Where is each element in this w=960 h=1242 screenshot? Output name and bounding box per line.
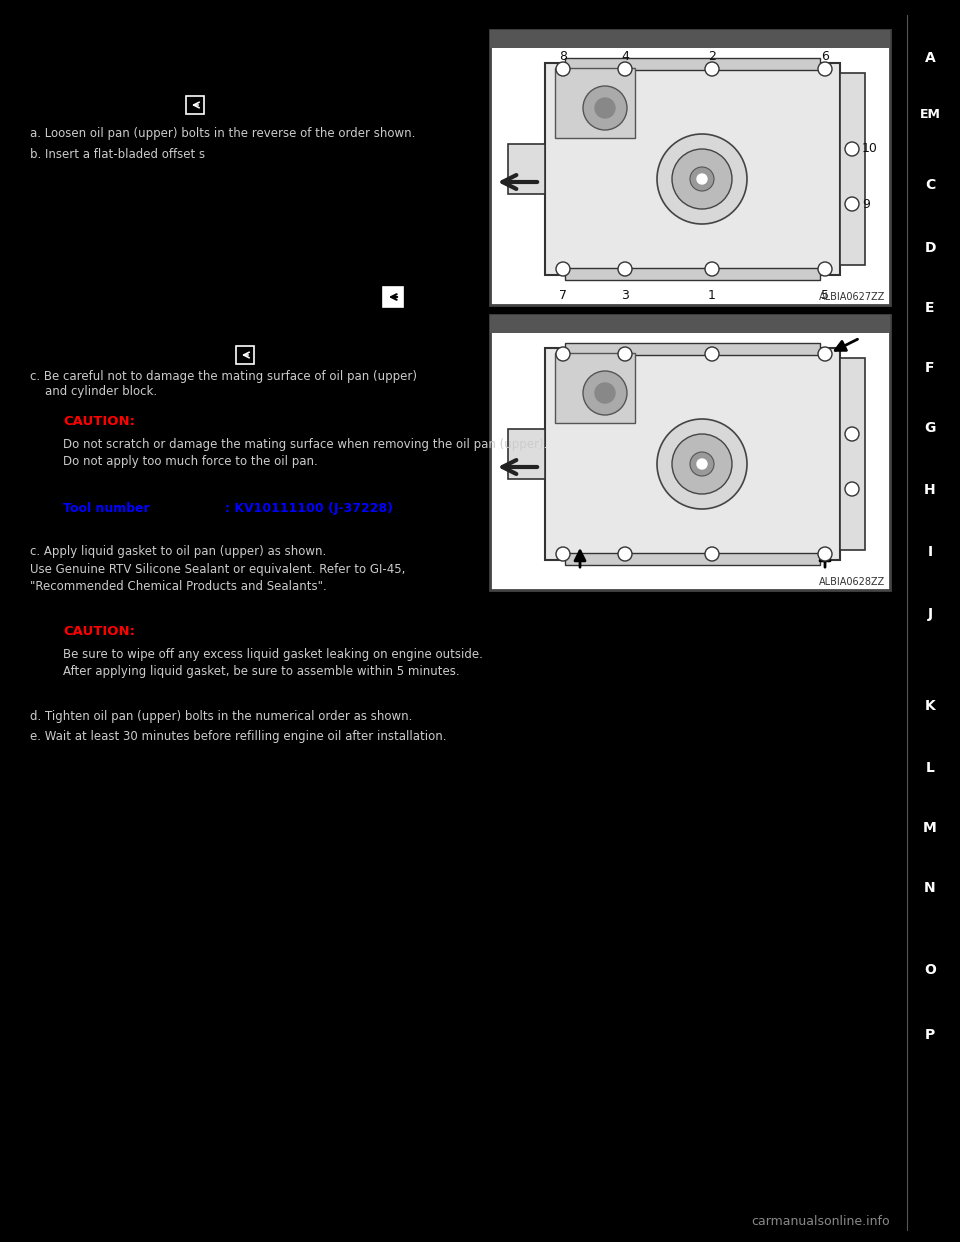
- Bar: [490, 30, 890, 306]
- Circle shape: [845, 482, 859, 496]
- Bar: [565, 343, 820, 355]
- FancyBboxPatch shape: [186, 96, 204, 114]
- Circle shape: [705, 262, 719, 276]
- Text: H: H: [924, 483, 936, 497]
- Text: After applying liquid gasket, be sure to assemble within 5 minutes.: After applying liquid gasket, be sure to…: [63, 664, 460, 678]
- Text: 4: 4: [621, 50, 629, 63]
- Circle shape: [705, 347, 719, 361]
- Text: 7: 7: [559, 289, 567, 302]
- Circle shape: [583, 371, 627, 415]
- Text: 8: 8: [559, 50, 567, 63]
- Text: carmanualsonline.info: carmanualsonline.info: [752, 1215, 890, 1228]
- Circle shape: [595, 383, 615, 402]
- Circle shape: [672, 433, 732, 494]
- Text: CAUTION:: CAUTION:: [63, 415, 135, 428]
- Bar: [565, 268, 820, 279]
- Bar: [508, 428, 545, 479]
- Circle shape: [697, 460, 707, 469]
- Circle shape: [618, 546, 632, 561]
- Circle shape: [690, 166, 714, 191]
- Circle shape: [818, 546, 832, 561]
- Text: b. Insert a flat-bladed offset s: b. Insert a flat-bladed offset s: [30, 148, 205, 161]
- Circle shape: [618, 262, 632, 276]
- Bar: [555, 68, 635, 138]
- Circle shape: [595, 98, 615, 118]
- Text: F: F: [925, 361, 935, 375]
- Text: A: A: [924, 51, 935, 65]
- Circle shape: [818, 347, 832, 361]
- Text: M: M: [924, 821, 937, 835]
- Text: e. Wait at least 30 minutes before refilling engine oil after installation.: e. Wait at least 30 minutes before refil…: [30, 730, 446, 743]
- Text: I: I: [927, 545, 932, 559]
- Circle shape: [583, 86, 627, 130]
- Circle shape: [818, 62, 832, 76]
- Text: c. Apply liquid gasket to oil pan (upper) as shown.: c. Apply liquid gasket to oil pan (upper…: [30, 545, 326, 558]
- Bar: [490, 30, 890, 48]
- Text: CAUTION:: CAUTION:: [63, 625, 135, 638]
- Circle shape: [697, 174, 707, 184]
- Circle shape: [618, 347, 632, 361]
- Text: Do not scratch or damage the mating surface when removing the oil pan (upper).: Do not scratch or damage the mating surf…: [63, 438, 547, 451]
- Text: 10: 10: [862, 143, 877, 155]
- Text: N: N: [924, 881, 936, 895]
- Bar: [840, 73, 865, 265]
- Bar: [490, 315, 890, 590]
- Text: G: G: [924, 421, 936, 435]
- Circle shape: [705, 546, 719, 561]
- Circle shape: [556, 347, 570, 361]
- Bar: [565, 58, 820, 70]
- Text: and cylinder block.: and cylinder block.: [30, 385, 157, 397]
- Text: ALBIA0628ZZ: ALBIA0628ZZ: [819, 578, 885, 587]
- Text: Be sure to wipe off any excess liquid gasket leaking on engine outside.: Be sure to wipe off any excess liquid ga…: [63, 648, 483, 661]
- Text: P: P: [924, 1028, 935, 1042]
- Bar: [555, 353, 635, 424]
- Text: 2: 2: [708, 50, 716, 63]
- Text: C: C: [924, 178, 935, 193]
- Circle shape: [657, 134, 747, 224]
- Text: L: L: [925, 761, 934, 775]
- Bar: [508, 144, 545, 194]
- Bar: [545, 348, 840, 560]
- Circle shape: [705, 62, 719, 76]
- FancyBboxPatch shape: [236, 347, 254, 364]
- FancyBboxPatch shape: [383, 287, 403, 307]
- Text: O: O: [924, 963, 936, 977]
- Text: ALBIA0627ZZ: ALBIA0627ZZ: [819, 292, 885, 302]
- Bar: [490, 315, 890, 333]
- Text: c. Be careful not to damage the mating surface of oil pan (upper): c. Be careful not to damage the mating s…: [30, 370, 417, 383]
- Text: K: K: [924, 699, 935, 713]
- Text: E: E: [925, 301, 935, 315]
- Text: J: J: [927, 607, 932, 621]
- Circle shape: [556, 546, 570, 561]
- Text: 3: 3: [621, 289, 629, 302]
- Circle shape: [845, 142, 859, 156]
- Bar: [545, 63, 840, 274]
- Text: 9: 9: [862, 197, 870, 210]
- Circle shape: [657, 419, 747, 509]
- Circle shape: [845, 197, 859, 211]
- Circle shape: [690, 452, 714, 476]
- Text: Tool number: Tool number: [63, 502, 150, 515]
- Bar: [565, 553, 820, 565]
- Text: : KV10111100 (J-37228): : KV10111100 (J-37228): [225, 502, 393, 515]
- Text: a. Loosen oil pan (upper) bolts in the reverse of the order shown.: a. Loosen oil pan (upper) bolts in the r…: [30, 127, 416, 140]
- Text: 5: 5: [821, 289, 829, 302]
- Circle shape: [618, 62, 632, 76]
- Text: 1: 1: [708, 289, 716, 302]
- Bar: [840, 358, 865, 550]
- Text: EM: EM: [920, 108, 941, 122]
- Text: Do not apply too much force to the oil pan.: Do not apply too much force to the oil p…: [63, 455, 318, 468]
- Circle shape: [556, 62, 570, 76]
- Circle shape: [845, 427, 859, 441]
- Text: Use Genuine RTV Silicone Sealant or equivalent. Refer to GI-45,: Use Genuine RTV Silicone Sealant or equi…: [30, 563, 405, 576]
- Text: 6: 6: [821, 50, 828, 63]
- Circle shape: [818, 262, 832, 276]
- Circle shape: [556, 262, 570, 276]
- Text: "Recommended Chemical Products and Sealants".: "Recommended Chemical Products and Seala…: [30, 580, 326, 592]
- Circle shape: [672, 149, 732, 209]
- Text: d. Tighten oil pan (upper) bolts in the numerical order as shown.: d. Tighten oil pan (upper) bolts in the …: [30, 710, 413, 723]
- Text: D: D: [924, 241, 936, 255]
